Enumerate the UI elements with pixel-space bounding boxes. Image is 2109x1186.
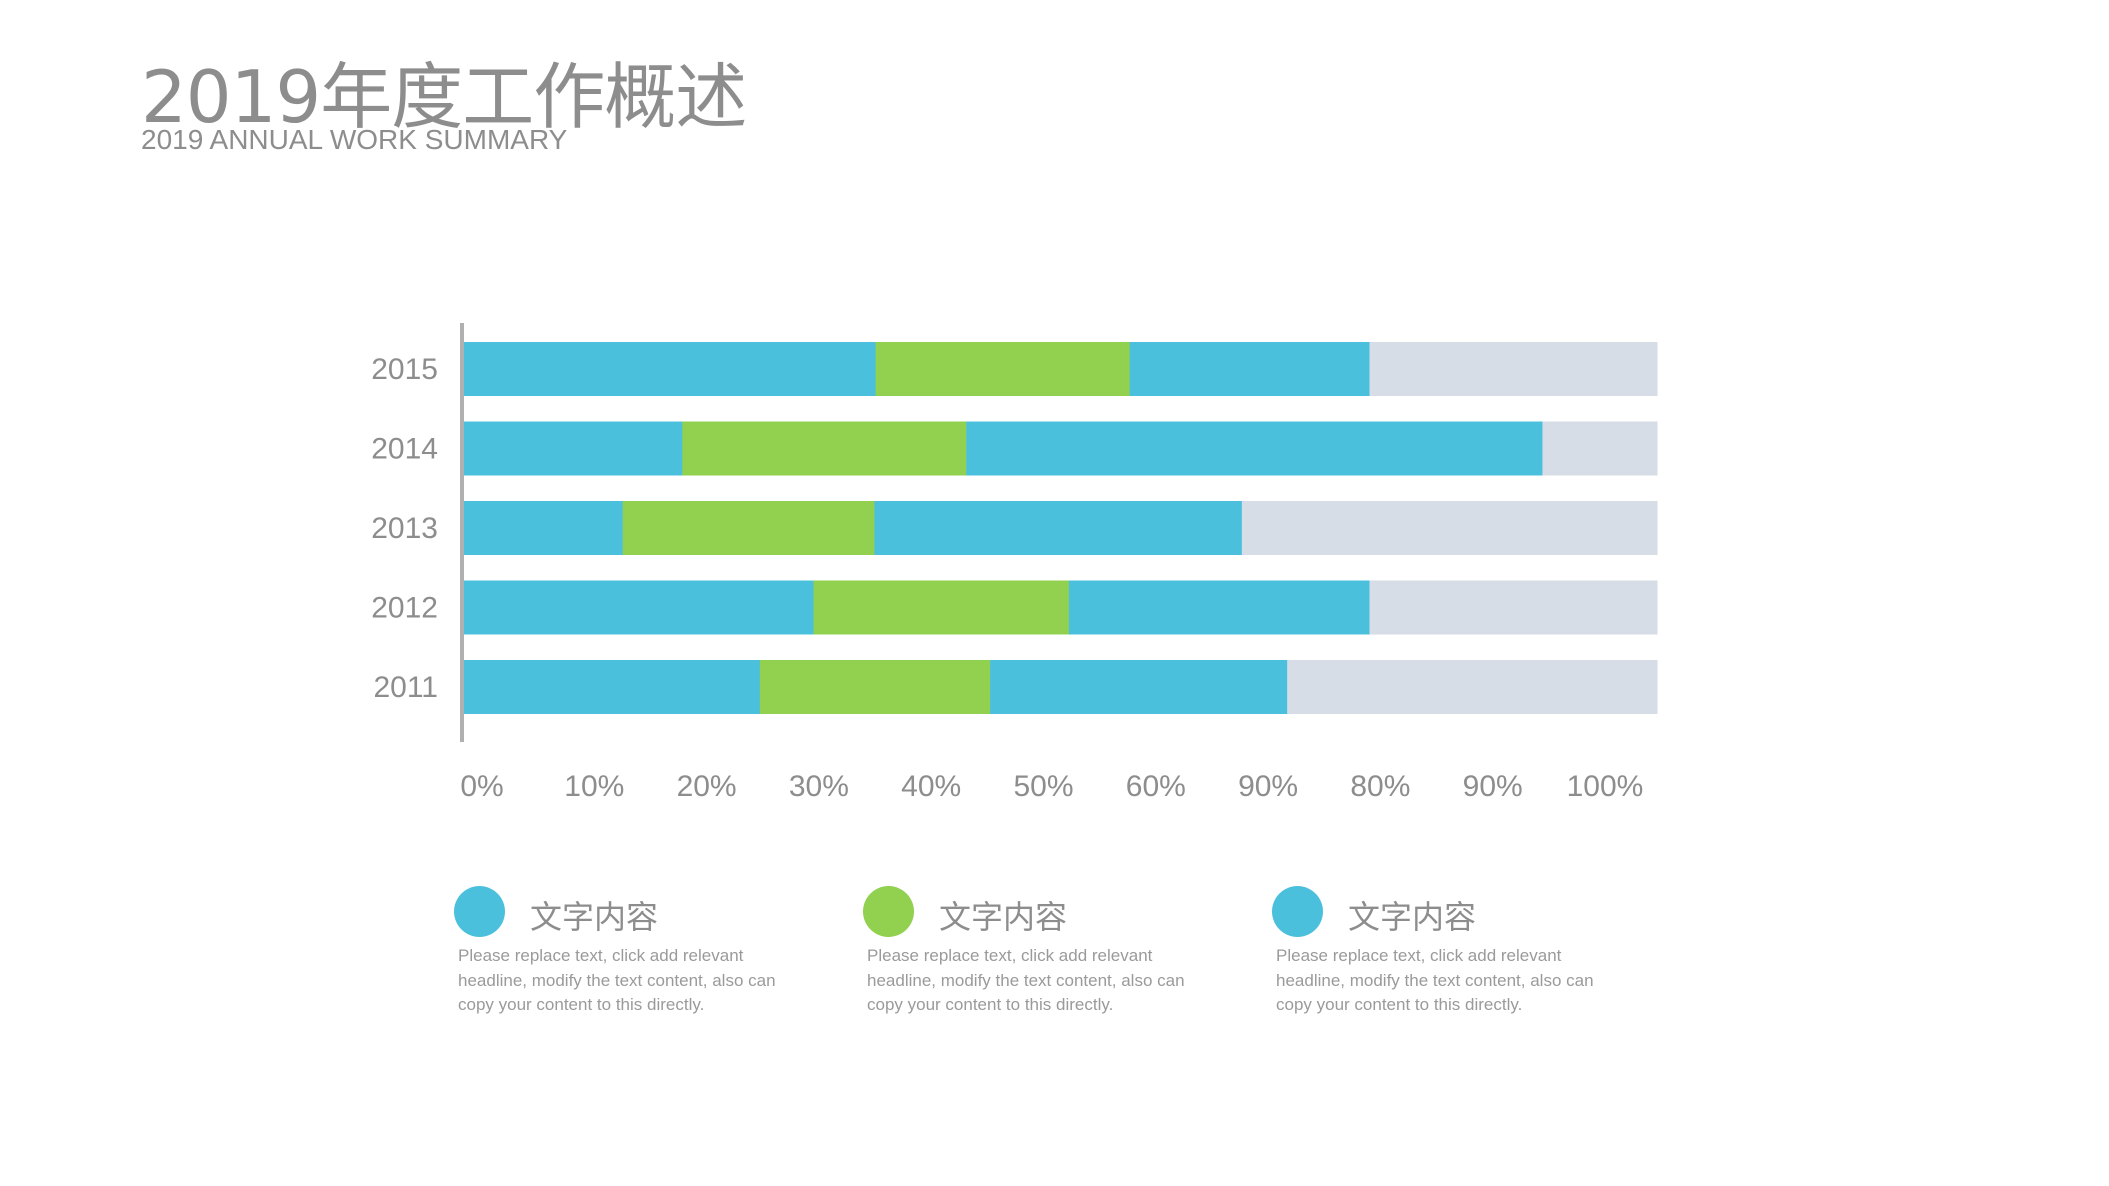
bar-segment xyxy=(1542,421,1658,476)
x-tick-label: 100% xyxy=(1567,770,1644,803)
bar-segment xyxy=(464,580,815,635)
legend-label: 文字内容 xyxy=(530,898,659,936)
page-title: 2019年度工作概述 xyxy=(141,55,747,139)
y-tick-label: 2014 xyxy=(371,433,438,466)
bar-segment xyxy=(1287,660,1658,714)
bar-segment xyxy=(813,580,1070,635)
x-tick-label: 20% xyxy=(677,770,737,803)
x-tick-label: 10% xyxy=(564,770,624,803)
x-tick-label: 80% xyxy=(1350,770,1410,803)
bar-segment xyxy=(464,421,683,476)
x-tick-label: 90% xyxy=(1238,770,1298,803)
bar-segment xyxy=(1241,501,1658,555)
legend-dot-green-icon xyxy=(863,886,914,937)
bar-segment xyxy=(990,660,1288,714)
legend-dot-blue-icon xyxy=(1272,886,1323,937)
bar-segment xyxy=(1369,580,1658,635)
bar-segment xyxy=(1129,342,1370,396)
bar-segment xyxy=(622,501,875,555)
bar-segment xyxy=(1068,580,1370,635)
x-tick-label: 90% xyxy=(1463,770,1523,803)
legend-description: Please replace text, click add relevant … xyxy=(458,946,776,1014)
x-tick-label: 30% xyxy=(789,770,849,803)
legend-dot-blue-icon xyxy=(454,886,505,937)
legend-label: 文字内容 xyxy=(1348,898,1477,936)
legend-description: Please replace text, click add relevant … xyxy=(1276,946,1594,1014)
bar-segment xyxy=(874,501,1243,555)
bar-segment xyxy=(1369,342,1658,396)
bar-segment xyxy=(464,660,761,714)
bar-segment xyxy=(464,342,877,396)
bar-segment xyxy=(464,501,624,555)
x-tick-label: 40% xyxy=(901,770,961,803)
y-tick-label: 2012 xyxy=(371,592,438,625)
x-tick-label: 0% xyxy=(460,770,503,803)
y-tick-label: 2013 xyxy=(371,512,438,545)
x-tick-label: 50% xyxy=(1013,770,1073,803)
y-tick-label: 2015 xyxy=(371,353,438,386)
y-tick-label: 2011 xyxy=(373,671,438,704)
x-tick-label: 60% xyxy=(1126,770,1186,803)
bar-segment xyxy=(682,421,967,476)
legend-label: 文字内容 xyxy=(939,898,1068,936)
page-subtitle: 2019 ANNUAL WORK SUMMARY xyxy=(141,124,568,155)
bar-segment xyxy=(966,421,1543,476)
bar-segment xyxy=(875,342,1131,396)
legend-description: Please replace text, click add relevant … xyxy=(867,946,1185,1014)
bar-segment xyxy=(759,660,991,714)
